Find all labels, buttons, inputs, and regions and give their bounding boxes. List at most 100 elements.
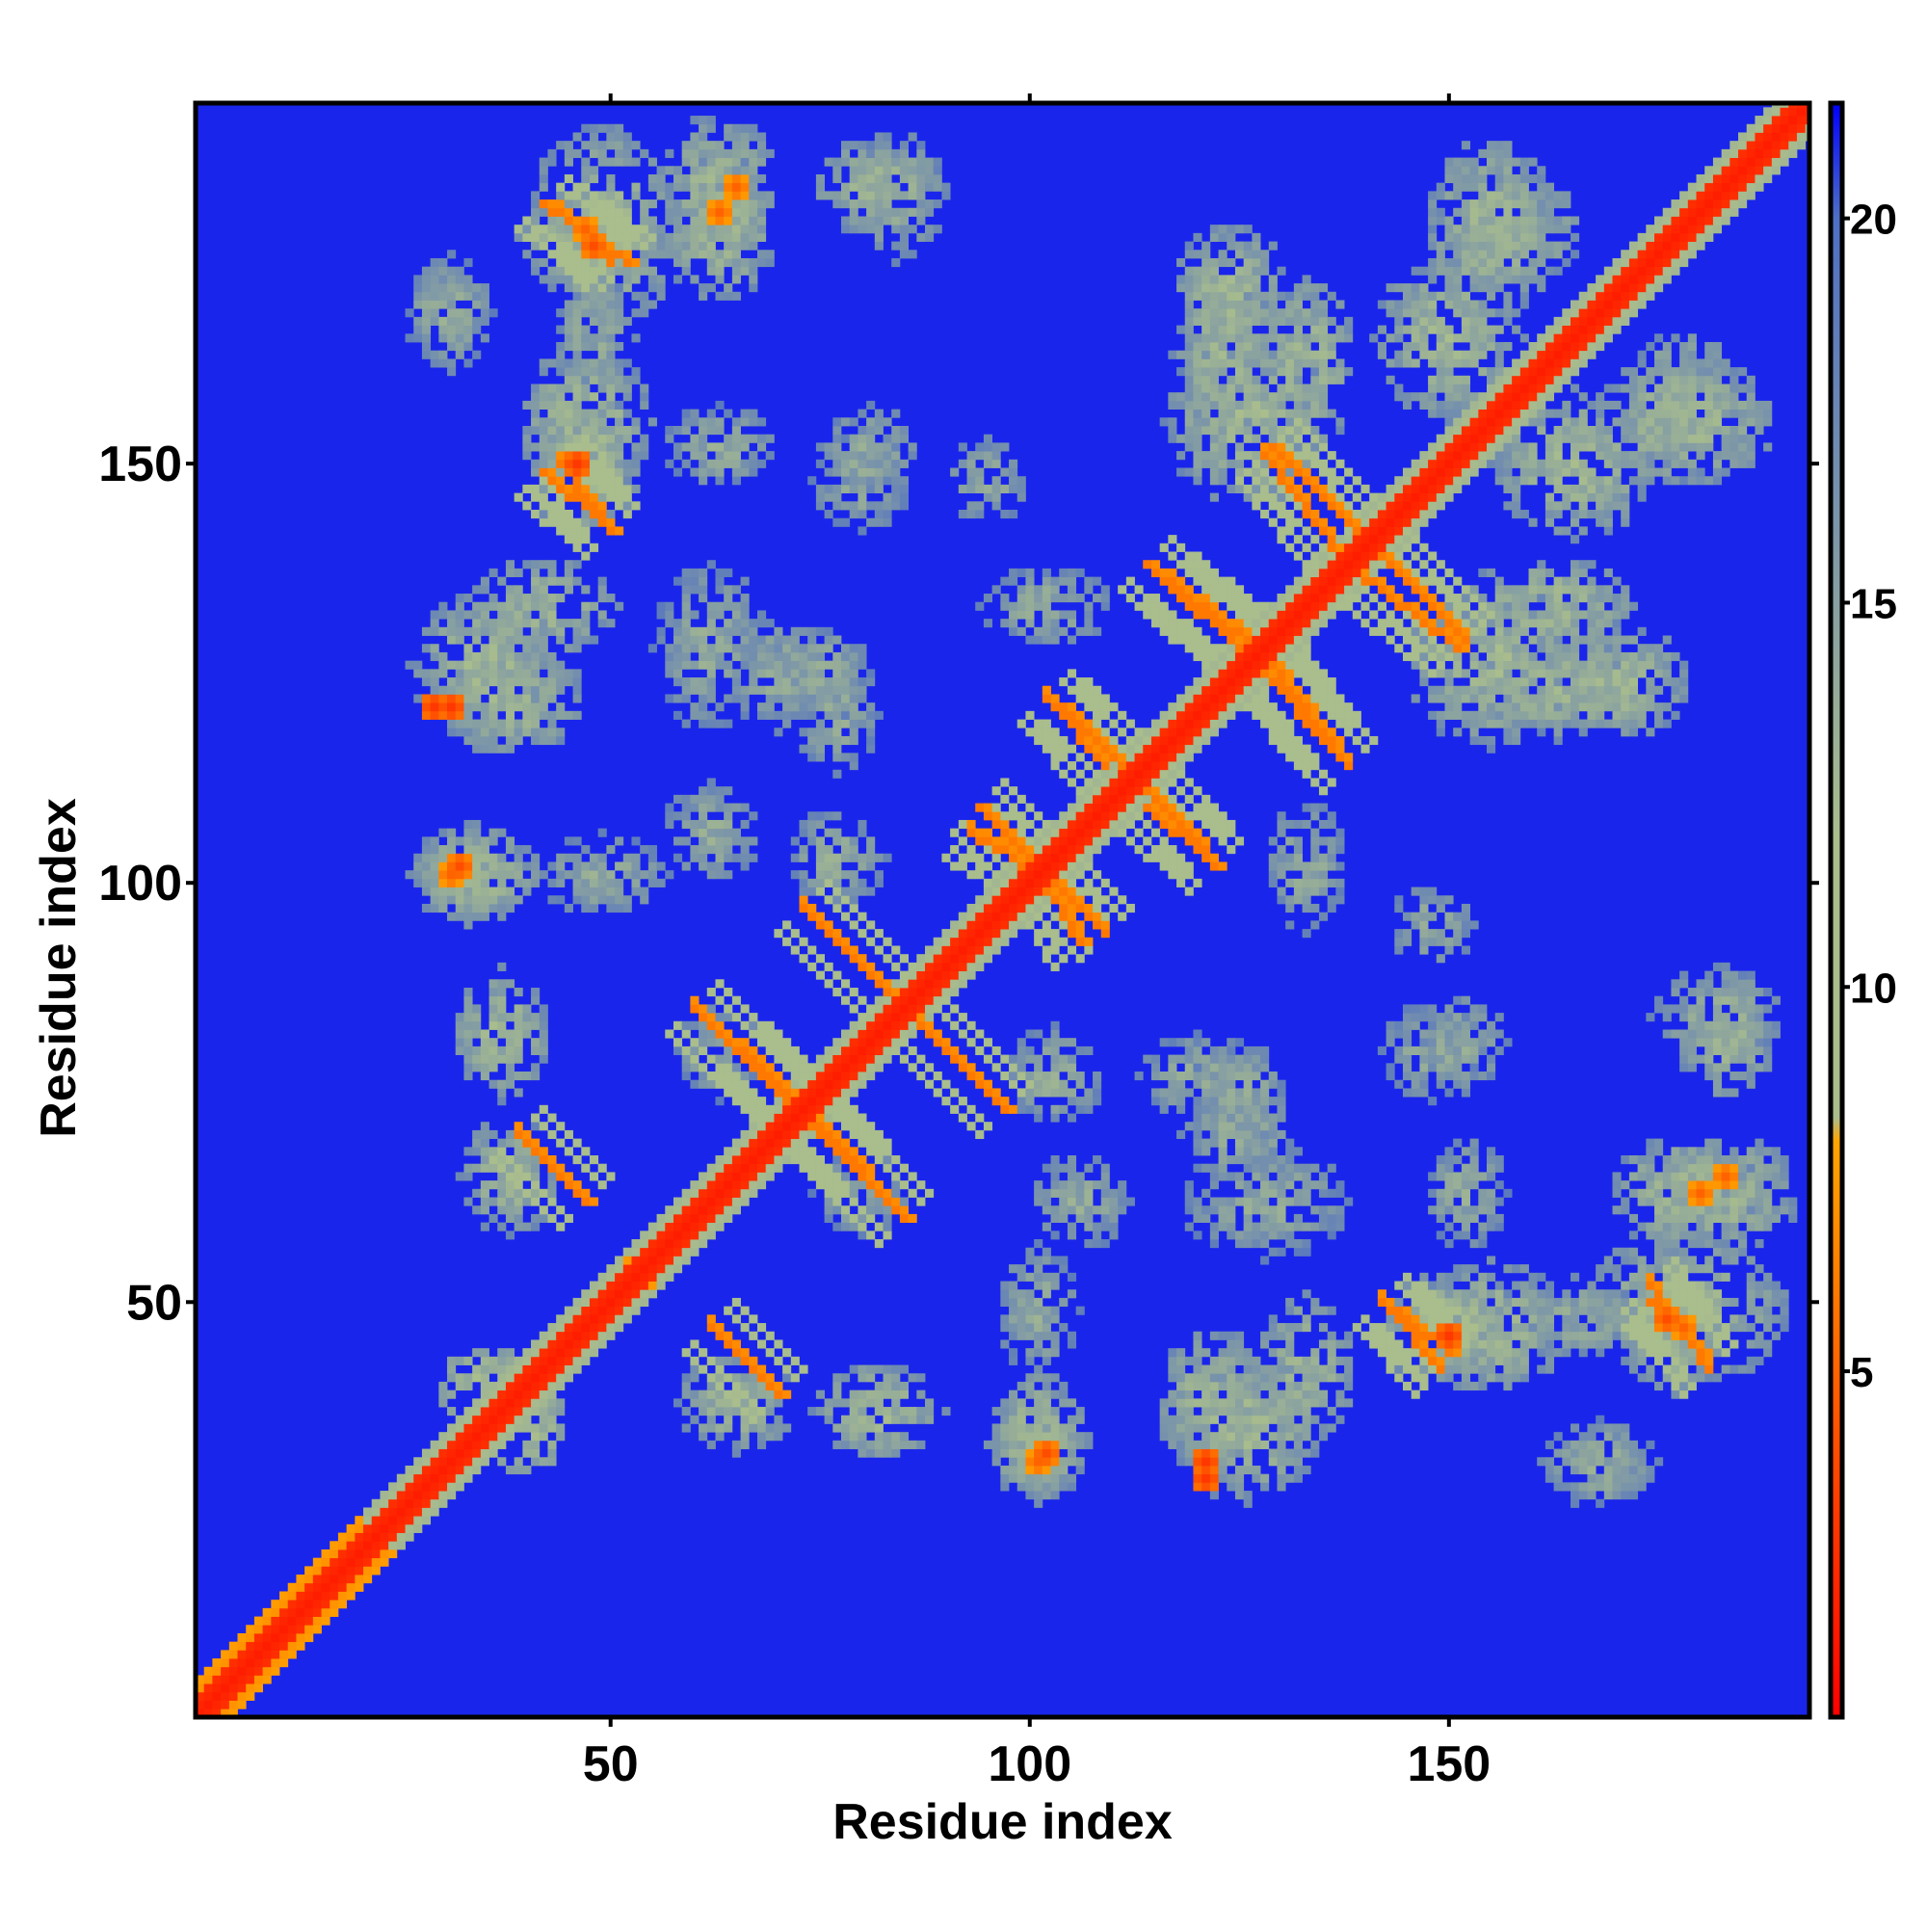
heatmap-cell [1009, 1432, 1018, 1442]
heatmap-cell [304, 1616, 314, 1626]
heatmap-cell [991, 1063, 1001, 1072]
heatmap-cell [1755, 1205, 1764, 1215]
heatmap-cell [1025, 1373, 1035, 1383]
heatmap-cell [1218, 861, 1227, 871]
heatmap-cell [1394, 1297, 1404, 1308]
heatmap-cell [572, 878, 582, 887]
heatmap-cell [1453, 1180, 1463, 1190]
heatmap-cell [1603, 1306, 1613, 1315]
heatmap-cell [1537, 1314, 1546, 1324]
heatmap-cell [488, 1020, 498, 1030]
heatmap-cell [1461, 1163, 1470, 1173]
heatmap-cell [1227, 1356, 1236, 1365]
heatmap-cell [572, 1314, 582, 1324]
heatmap-cell [866, 1180, 876, 1190]
heatmap-cell [1243, 1423, 1253, 1433]
heatmap-cell [858, 1063, 867, 1072]
heatmap-cell [958, 1097, 967, 1106]
heatmap-cell [1025, 853, 1035, 862]
heatmap-cell [824, 1104, 833, 1114]
heatmap-cell [1335, 861, 1345, 871]
heatmap-cell [975, 1029, 985, 1039]
heatmap-cell [1411, 1088, 1420, 1098]
heatmap-cell [606, 878, 616, 887]
heatmap-cell [1227, 1482, 1236, 1492]
heatmap-cell [1034, 1272, 1043, 1282]
heatmap-cell [925, 1004, 935, 1014]
heatmap-cell [958, 979, 967, 989]
heatmap-cell [1494, 1348, 1504, 1358]
heatmap-cell [1016, 719, 1026, 728]
heatmap-cell [1234, 1423, 1245, 1433]
heatmap-cell [690, 1415, 700, 1424]
heatmap-cell [1394, 1323, 1404, 1333]
heatmap-cell [488, 987, 498, 997]
heatmap-cell [505, 735, 515, 746]
heatmap-cell [1234, 1415, 1245, 1424]
heatmap-cell [1109, 803, 1119, 812]
heatmap-cell [488, 728, 498, 737]
heatmap-cell [1444, 1088, 1454, 1098]
heatmap-cell [1763, 1163, 1773, 1173]
heatmap-cell [991, 903, 1001, 913]
heatmap-cell [1227, 845, 1236, 855]
heatmap-cell [514, 845, 523, 855]
heatmap-cell [983, 1038, 993, 1047]
heatmap-cell [1687, 1013, 1697, 1022]
heatmap-cell [522, 728, 532, 737]
heatmap-cell [1704, 1155, 1714, 1165]
heatmap-cell [505, 728, 515, 737]
heatmap-cell [1469, 1155, 1479, 1165]
heatmap-cell [1016, 870, 1026, 880]
heatmap-cell [1209, 803, 1219, 812]
heatmap-cell [1503, 735, 1513, 746]
heatmap-cell [1318, 1306, 1329, 1315]
heatmap-cell [1100, 1172, 1110, 1181]
heatmap-cell [715, 1020, 725, 1030]
heatmap-cell [883, 987, 892, 997]
heatmap-cell [1067, 1482, 1077, 1492]
heatmap-cell [472, 735, 482, 746]
heatmap-cell [1000, 1297, 1010, 1308]
heatmap-cell [1738, 1054, 1748, 1064]
heatmap-cell [950, 1088, 960, 1098]
heatmap-cell [1009, 786, 1018, 796]
heatmap-cell [1729, 1188, 1739, 1198]
heatmap-cell [1755, 1356, 1764, 1365]
heatmap-cell [991, 878, 1001, 887]
heatmap-cell [1084, 1163, 1094, 1173]
heatmap-cell [1277, 1364, 1286, 1374]
heatmap-cell [1411, 920, 1420, 930]
heatmap-cell [472, 1013, 482, 1022]
heatmap-cell [1386, 1038, 1395, 1047]
heatmap-cell [228, 1675, 238, 1684]
heatmap-cell [1621, 1356, 1630, 1365]
heatmap-cell [447, 702, 457, 712]
heatmap-cell [1268, 1097, 1278, 1106]
heatmap-cell [681, 861, 691, 871]
heatmap-cell [866, 1020, 876, 1030]
heatmap-cell [371, 1541, 381, 1550]
heatmap-cell [715, 1213, 725, 1224]
heatmap-cell [421, 702, 432, 712]
heatmap-cell [1746, 1289, 1755, 1299]
heatmap-cell [706, 1381, 716, 1391]
heatmap-cell [1050, 1063, 1060, 1072]
heatmap-cell [883, 1188, 892, 1198]
heatmap-cell [1042, 1440, 1051, 1449]
heatmap-cell [1746, 1180, 1755, 1190]
heatmap-cell [966, 819, 976, 830]
heatmap-cell [1034, 1239, 1043, 1249]
heatmap-cell [1621, 1180, 1630, 1190]
heatmap-cell [1252, 1222, 1261, 1231]
heatmap-cell [925, 945, 935, 955]
heatmap-cell [1755, 1213, 1764, 1224]
heatmap-cell [1461, 1339, 1470, 1349]
heatmap-cell [1428, 710, 1438, 720]
heatmap-cell [1544, 1440, 1555, 1449]
heatmap-cell [615, 1272, 624, 1282]
heatmap-cell [983, 954, 993, 964]
heatmap-cell [472, 878, 482, 887]
heatmap-cell [1519, 1281, 1529, 1290]
